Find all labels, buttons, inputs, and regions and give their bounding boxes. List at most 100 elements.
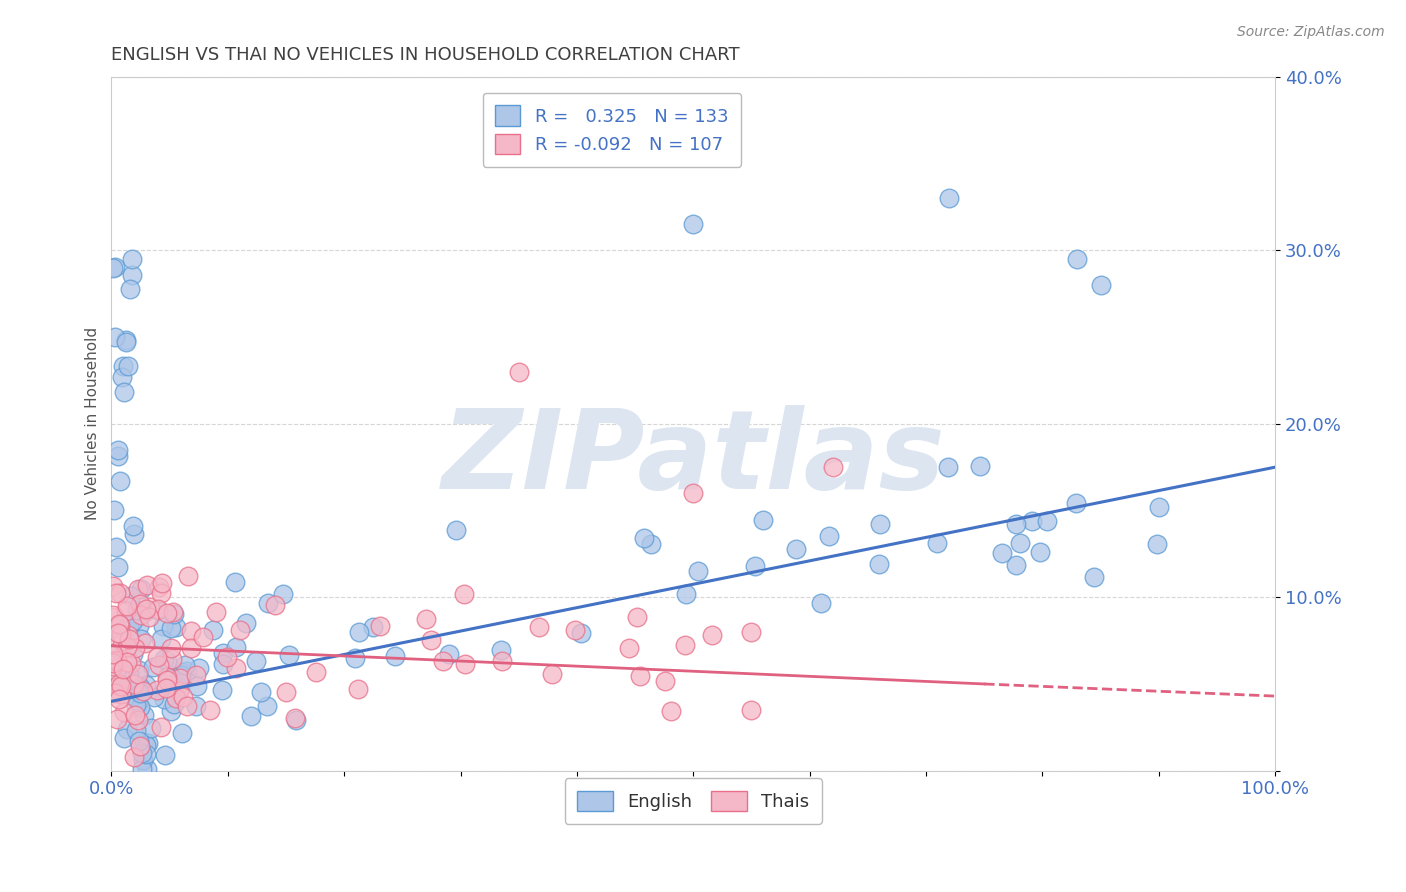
Point: [148, 580, 170, 594]
Point: [212, 646, 235, 660]
Point: [170, 665, 193, 680]
Point: [176, 664, 198, 678]
Point: [343, 651, 366, 665]
Point: [1005, 516, 1028, 531]
Point: [110, 618, 132, 632]
Point: [107, 442, 129, 457]
Point: [169, 681, 191, 695]
Point: [135, 603, 157, 617]
Point: [118, 632, 141, 646]
Point: [541, 666, 564, 681]
Point: [1146, 536, 1168, 550]
Point: [150, 575, 173, 590]
Point: [245, 654, 267, 668]
Point: [162, 605, 184, 619]
Point: [108, 679, 131, 693]
Point: [264, 598, 287, 612]
Point: [640, 536, 662, 550]
Point: [138, 736, 160, 750]
Point: [271, 587, 294, 601]
Point: [129, 582, 152, 597]
Point: [177, 569, 200, 583]
Point: [225, 661, 247, 675]
Point: [156, 670, 179, 684]
Point: [103, 503, 125, 517]
Point: [111, 359, 134, 373]
Point: [149, 720, 172, 734]
Point: [491, 643, 513, 657]
Point: [224, 575, 246, 590]
Point: [103, 659, 125, 673]
Point: [1029, 545, 1052, 559]
Point: [127, 680, 149, 694]
Point: [633, 531, 655, 545]
Point: [122, 676, 145, 690]
Point: [124, 640, 146, 655]
Point: [138, 610, 160, 624]
Point: [156, 654, 179, 668]
Point: [121, 252, 143, 266]
Point: [740, 703, 762, 717]
Point: [1090, 278, 1112, 293]
Point: [188, 661, 211, 675]
Point: [202, 624, 225, 638]
Point: [211, 683, 233, 698]
Point: [129, 686, 152, 700]
Point: [132, 753, 155, 767]
Point: [682, 217, 704, 231]
Point: [205, 605, 228, 619]
Point: [156, 606, 179, 620]
Text: ZIPatlas: ZIPatlas: [441, 405, 945, 512]
Point: [1149, 500, 1171, 515]
Point: [148, 601, 170, 615]
Point: [110, 627, 132, 641]
Point: [117, 359, 139, 374]
Point: [128, 733, 150, 747]
Point: [115, 333, 138, 347]
Point: [938, 191, 960, 205]
Point: [432, 654, 454, 668]
Point: [347, 625, 370, 640]
Point: [146, 682, 169, 697]
Point: [1083, 570, 1105, 584]
Point: [184, 668, 207, 682]
Point: [165, 691, 187, 706]
Point: [120, 590, 142, 604]
Point: [163, 697, 186, 711]
Point: [111, 370, 134, 384]
Point: [115, 723, 138, 737]
Point: [740, 624, 762, 639]
Point: [115, 655, 138, 669]
Point: [159, 621, 181, 635]
Point: [101, 656, 124, 670]
Point: [105, 654, 128, 668]
Point: [107, 449, 129, 463]
Point: [688, 564, 710, 578]
Point: [1021, 514, 1043, 528]
Point: [101, 662, 124, 676]
Text: Source: ZipAtlas.com: Source: ZipAtlas.com: [1237, 25, 1385, 39]
Point: [125, 681, 148, 696]
Point: [115, 599, 138, 614]
Point: [124, 708, 146, 723]
Point: [117, 628, 139, 642]
Point: [420, 633, 443, 648]
Point: [134, 636, 156, 650]
Point: [127, 666, 149, 681]
Point: [127, 582, 149, 596]
Point: [174, 657, 197, 672]
Point: [132, 735, 155, 749]
Point: [155, 681, 177, 696]
Point: [785, 542, 807, 557]
Point: [110, 687, 132, 701]
Point: [152, 619, 174, 633]
Point: [110, 680, 132, 694]
Point: [163, 607, 186, 621]
Point: [821, 460, 844, 475]
Point: [240, 708, 263, 723]
Point: [564, 623, 586, 637]
Point: [122, 615, 145, 629]
Point: [626, 610, 648, 624]
Point: [444, 523, 467, 537]
Point: [384, 649, 406, 664]
